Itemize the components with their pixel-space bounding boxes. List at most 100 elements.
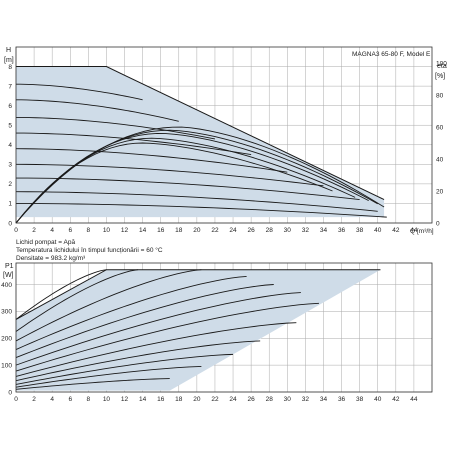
head-max-curve bbox=[16, 66, 385, 200]
efficiency-axis-label: eta bbox=[437, 63, 447, 70]
head-envelope bbox=[16, 66, 385, 218]
head-curve-3 bbox=[15, 116, 216, 140]
power-y-tick-label: 300 bbox=[1, 309, 12, 316]
power-curve-6 bbox=[15, 302, 319, 372]
power-x-tick-label: 36 bbox=[338, 396, 346, 403]
head-y-tick-label: 2 bbox=[8, 181, 12, 188]
head-curve-2 bbox=[15, 99, 179, 122]
head-x-tick-label: 38 bbox=[356, 227, 364, 234]
power-x-tick-label: 42 bbox=[392, 396, 400, 403]
power-x-tick-label: 28 bbox=[266, 396, 274, 403]
power-x-tick-label: 40 bbox=[374, 396, 382, 403]
head-x-tick-label: 40 bbox=[374, 227, 382, 234]
head-x-tick-label: 8 bbox=[87, 227, 91, 234]
power-x-tick-label: 12 bbox=[121, 396, 129, 403]
power-x-tick-label: 34 bbox=[320, 396, 328, 403]
power-x-tick-label: 32 bbox=[302, 396, 310, 403]
head-plot-frame bbox=[15, 46, 433, 224]
head-y-tick-label: 7 bbox=[8, 83, 12, 90]
efficiency-tick-label: 40 bbox=[436, 156, 444, 163]
fluid-info-line-3: Densitate = 983.2 kg/m³ bbox=[16, 255, 86, 262]
power-curves bbox=[15, 269, 381, 390]
head-x-tick-label: 22 bbox=[211, 227, 219, 234]
head-axis-unit: [m] bbox=[4, 57, 14, 64]
head-x-tick-label: 10 bbox=[103, 227, 111, 234]
power-x-tick-label: 38 bbox=[356, 396, 364, 403]
power-curve-9 bbox=[15, 353, 234, 385]
efficiency-tick-label: 20 bbox=[436, 188, 444, 195]
head-x-tick-label: 4 bbox=[50, 227, 54, 234]
power-plot-frame bbox=[15, 262, 433, 393]
efficiency-curve-4 bbox=[15, 142, 333, 224]
head-curve-1 bbox=[15, 83, 143, 101]
power-curve-7 bbox=[15, 322, 297, 377]
efficiency-tick-label: 80 bbox=[436, 92, 444, 99]
power-y-tick-label: 200 bbox=[1, 336, 12, 343]
power-envelope-fill bbox=[16, 269, 381, 391]
efficiency-curves bbox=[15, 126, 385, 224]
power-max-curve bbox=[15, 269, 381, 320]
head-curve-7 bbox=[15, 177, 360, 200]
head-x-tick-label: 6 bbox=[68, 227, 72, 234]
head-x-tick-label: 44 bbox=[410, 227, 418, 234]
head-curve-4 bbox=[15, 132, 252, 156]
power-chart-axes bbox=[15, 262, 433, 393]
power-x-tick-label: 24 bbox=[229, 396, 237, 403]
power-x-tick-label: 14 bbox=[139, 396, 147, 403]
head-curve-5 bbox=[15, 148, 288, 173]
head-x-tick-label: 18 bbox=[175, 227, 183, 234]
power-x-tick-label: 8 bbox=[87, 396, 91, 403]
power-x-tick-label: 44 bbox=[410, 396, 418, 403]
head-chart-ticks: 0 2 4 6 8 10 12 14 16 18 20 22 24 26 28 30 32 34 36 38 40 42 4… bbox=[8, 60, 447, 234]
power-curve-0 bbox=[15, 269, 107, 320]
power-curve-3 bbox=[15, 275, 247, 350]
head-x-tick-label: 20 bbox=[193, 227, 201, 234]
head-x-tick-label: 24 bbox=[229, 227, 237, 234]
head-y-tick-label: 5 bbox=[8, 123, 12, 130]
power-y-tick-label: 400 bbox=[1, 282, 12, 289]
efficiency-tick-label: 60 bbox=[436, 124, 444, 131]
head-y-tick-label: 6 bbox=[8, 103, 12, 110]
power-x-tick-label: 26 bbox=[248, 396, 256, 403]
head-y-tick-label: 3 bbox=[8, 162, 12, 169]
power-curve-4 bbox=[15, 284, 274, 359]
head-x-tick-label: 26 bbox=[248, 227, 256, 234]
head-x-tick-label: 42 bbox=[392, 227, 400, 234]
fluid-info-line-2: Temperatura lichidului în timpul funcțio… bbox=[16, 246, 163, 254]
head-curve-8 bbox=[15, 191, 378, 212]
head-x-tick-label: 32 bbox=[302, 227, 310, 234]
head-envelope-fill bbox=[16, 66, 385, 218]
head-x-tick-label: 36 bbox=[338, 227, 346, 234]
head-y-tick-label: 1 bbox=[8, 201, 12, 208]
head-curve-9 bbox=[15, 202, 387, 218]
head-chart-axes bbox=[15, 46, 433, 224]
power-x-tick-label: 18 bbox=[175, 396, 183, 403]
efficiency-tick-label: 0 bbox=[436, 220, 440, 227]
power-curve-11 bbox=[15, 378, 170, 390]
power-x-tick-label: 2 bbox=[32, 396, 36, 403]
head-x-tick-label: 16 bbox=[157, 227, 165, 234]
head-axis-label: H bbox=[6, 47, 11, 54]
flow-axis-unit: [m³/h] bbox=[417, 228, 434, 235]
power-curve-2 bbox=[15, 269, 202, 342]
chart-title: MAGNA3 65-80 F, Model E bbox=[352, 51, 431, 58]
head-x-tick-label: 14 bbox=[139, 227, 147, 234]
head-curve-6 bbox=[15, 163, 324, 187]
head-y-tick-label: 8 bbox=[8, 64, 12, 71]
power-x-tick-label: 30 bbox=[284, 396, 292, 403]
head-y-tick-label: 0 bbox=[8, 220, 12, 227]
power-chart-ticks: 0 2 4 6 8 10 12 14 16 18 20 22 24 26 28 30 32 34 36 38 40 42 4… bbox=[1, 282, 418, 403]
power-curve-5 bbox=[15, 292, 301, 366]
head-x-tick-label: 34 bbox=[320, 227, 328, 234]
flow-axis-label: Q bbox=[410, 228, 415, 235]
power-x-tick-label: 4 bbox=[50, 396, 54, 403]
head-chart: 0 2 4 6 8 10 12 14 16 18 20 22 24 26 28 30 32 34 36 38 40 42 4… bbox=[4, 46, 447, 262]
head-x-tick-label: 0 bbox=[14, 227, 18, 234]
power-x-tick-label: 6 bbox=[68, 396, 72, 403]
power-curve-8 bbox=[15, 340, 261, 382]
head-y-tick-label: 4 bbox=[8, 142, 12, 149]
power-x-tick-label: 20 bbox=[193, 396, 201, 403]
head-curves bbox=[15, 66, 387, 218]
power-curve-10 bbox=[15, 366, 202, 388]
